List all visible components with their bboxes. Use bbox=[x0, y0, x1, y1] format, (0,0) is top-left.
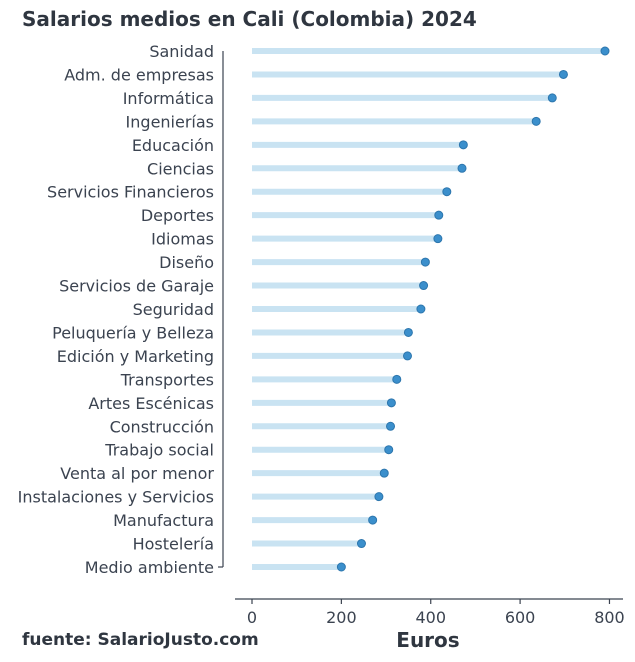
category-label-14: Transportes bbox=[120, 370, 214, 389]
x-axis-label: Euros bbox=[396, 628, 459, 652]
x-tick-label-4: 800 bbox=[594, 608, 625, 627]
dot-16 bbox=[386, 421, 396, 431]
dot-11 bbox=[416, 304, 426, 314]
category-label-2: Informática bbox=[123, 89, 214, 108]
x-tick-label-3: 600 bbox=[505, 608, 536, 627]
dot-10 bbox=[419, 281, 429, 291]
dot-13 bbox=[402, 351, 412, 361]
category-label-21: Hostelería bbox=[133, 535, 214, 554]
dot-1 bbox=[558, 69, 568, 79]
category-label-18: Venta al por menor bbox=[60, 464, 214, 483]
dot-4 bbox=[458, 140, 468, 150]
category-label-13: Edición y Marketing bbox=[57, 347, 214, 366]
category-label-7: Deportes bbox=[141, 206, 214, 225]
source-credit: fuente: SalarioJusto.com bbox=[22, 630, 259, 650]
dot-3 bbox=[531, 116, 541, 126]
category-label-0: Sanidad bbox=[149, 42, 214, 61]
dot-2 bbox=[547, 93, 557, 103]
category-label-5: Ciencias bbox=[147, 159, 214, 178]
category-label-11: Seguridad bbox=[133, 300, 214, 319]
category-labels: Sanidad Adm. de empresas Informática Ingeni… bbox=[18, 42, 215, 577]
dot-9 bbox=[420, 257, 430, 267]
category-label-6: Servicios Financieros bbox=[47, 183, 214, 202]
category-label-8: Idiomas bbox=[151, 230, 214, 249]
dot-14 bbox=[392, 374, 402, 384]
dot-0 bbox=[600, 46, 610, 56]
dot-20 bbox=[368, 515, 378, 525]
lollipop-bars bbox=[252, 48, 605, 570]
category-label-9: Diseño bbox=[159, 253, 214, 272]
category-label-16: Construcción bbox=[110, 417, 214, 436]
category-label-3: Ingenierías bbox=[126, 112, 214, 131]
category-label-15: Artes Escénicas bbox=[88, 394, 214, 413]
x-axis-ticks: 0 200 400 600 800 bbox=[247, 599, 625, 627]
dot-17 bbox=[384, 445, 394, 455]
dot-18 bbox=[379, 468, 389, 478]
category-label-10: Servicios de Garaje bbox=[59, 277, 214, 296]
category-label-4: Educación bbox=[132, 136, 214, 155]
dot-12 bbox=[403, 327, 413, 337]
category-label-20: Manufactura bbox=[113, 511, 214, 530]
dot-5 bbox=[457, 163, 467, 173]
lollipop-dots bbox=[336, 46, 610, 572]
category-label-12: Peluquería y Belleza bbox=[52, 323, 214, 342]
dot-7 bbox=[434, 210, 444, 220]
category-label-1: Adm. de empresas bbox=[64, 65, 214, 84]
dot-8 bbox=[433, 234, 443, 244]
x-tick-label-1: 200 bbox=[326, 608, 357, 627]
x-tick-label-0: 0 bbox=[247, 608, 257, 627]
dot-6 bbox=[442, 187, 452, 197]
category-label-19: Instalaciones y Servicios bbox=[18, 488, 214, 507]
dot-21 bbox=[356, 539, 366, 549]
dot-19 bbox=[374, 492, 384, 502]
x-tick-label-2: 400 bbox=[415, 608, 446, 627]
chart-title: Salarios medios en Cali (Colombia) 2024 bbox=[22, 7, 477, 31]
dot-15 bbox=[386, 398, 396, 408]
category-label-17: Trabajo social bbox=[104, 441, 214, 460]
dot-22 bbox=[336, 562, 346, 572]
category-label-22: Medio ambiente bbox=[85, 558, 214, 577]
